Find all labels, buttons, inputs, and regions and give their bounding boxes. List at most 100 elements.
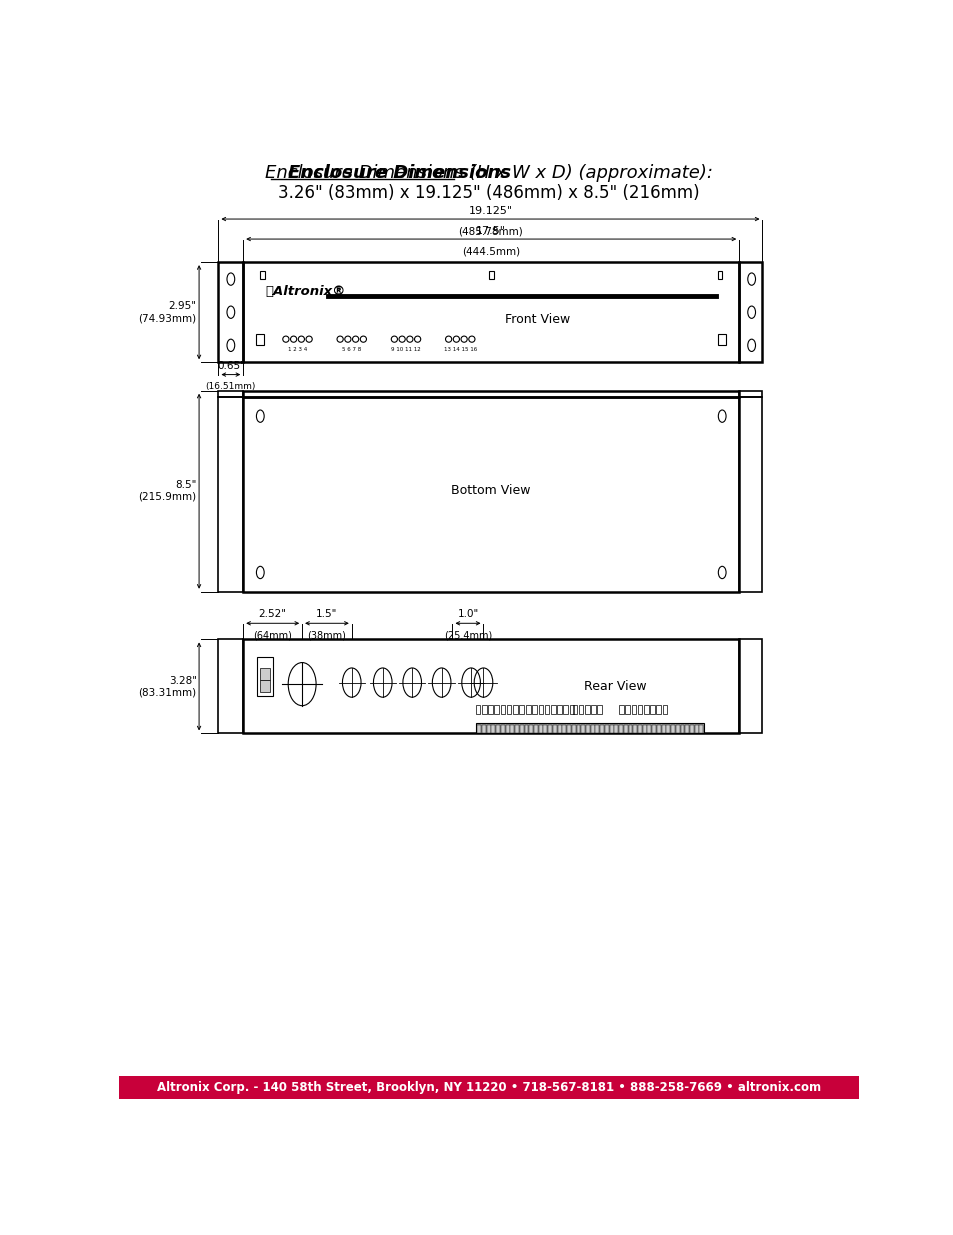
Text: 3.26" (83mm) x 19.125" (486mm) x 8.5" (216mm): 3.26" (83mm) x 19.125" (486mm) x 8.5" (2…: [278, 184, 699, 201]
Bar: [562, 705, 567, 714]
Text: 0.65": 0.65": [216, 361, 245, 370]
Text: 3.28"
(83.31mm): 3.28" (83.31mm): [138, 676, 196, 698]
Bar: [218, 262, 243, 362]
Text: Altronix Corp. - 140 58th Street, Brooklyn, NY 11220 • 718-567-8181 • 888-258-76: Altronix Corp. - 140 58th Street, Brookl…: [156, 1081, 821, 1094]
Bar: [496, 725, 499, 734]
Bar: [550, 705, 555, 714]
Text: 19.125": 19.125": [468, 206, 512, 216]
Text: (485.78mm): (485.78mm): [457, 227, 522, 237]
Bar: [661, 725, 665, 734]
Bar: [500, 705, 505, 714]
Bar: [699, 725, 702, 734]
Bar: [599, 725, 603, 734]
Bar: [657, 725, 660, 734]
Bar: [553, 725, 557, 734]
Bar: [666, 725, 670, 734]
Bar: [652, 725, 656, 734]
Bar: [590, 725, 594, 734]
Text: 13 14 15 16: 13 14 15 16: [443, 347, 476, 352]
Text: Enclosure Dimensions: Enclosure Dimensions: [288, 164, 511, 182]
Bar: [595, 725, 598, 734]
Bar: [505, 725, 509, 734]
Text: Front View: Front View: [504, 314, 570, 326]
Bar: [515, 725, 518, 734]
Text: 8.5"
(215.9mm): 8.5" (215.9mm): [138, 480, 196, 501]
Text: (444.5mm): (444.5mm): [461, 247, 519, 257]
Bar: [243, 396, 739, 592]
Bar: [643, 705, 648, 714]
Text: Enclosure Dimensions (H x W x D) (approximate):: Enclosure Dimensions (H x W x D) (approx…: [265, 164, 712, 182]
Text: (16.51mm): (16.51mm): [206, 382, 255, 390]
Bar: [689, 725, 693, 734]
Bar: [609, 725, 613, 734]
Bar: [718, 333, 725, 345]
Bar: [257, 657, 273, 695]
Bar: [584, 705, 589, 714]
Bar: [243, 262, 739, 362]
Bar: [739, 396, 761, 592]
Bar: [562, 725, 566, 734]
Bar: [548, 725, 552, 734]
Bar: [544, 705, 549, 714]
Bar: [494, 705, 498, 714]
Bar: [679, 725, 683, 734]
Bar: [476, 725, 480, 734]
Bar: [510, 725, 514, 734]
Bar: [500, 725, 504, 734]
Bar: [259, 668, 270, 680]
Bar: [739, 640, 761, 734]
Bar: [614, 725, 618, 734]
Bar: [739, 262, 761, 362]
Bar: [618, 705, 623, 714]
Bar: [243, 390, 739, 396]
Text: 2.95"
(74.93mm): 2.95" (74.93mm): [138, 301, 196, 324]
Text: 9 10 11 12: 9 10 11 12: [391, 347, 420, 352]
Bar: [675, 725, 679, 734]
Bar: [566, 725, 571, 734]
Bar: [637, 705, 641, 714]
Bar: [571, 725, 575, 734]
Bar: [119, 1076, 858, 1099]
Bar: [585, 725, 589, 734]
Bar: [259, 679, 270, 692]
Bar: [486, 725, 490, 734]
Bar: [684, 725, 688, 734]
Bar: [243, 640, 739, 734]
Bar: [578, 705, 583, 714]
Text: 5 6 7 8: 5 6 7 8: [342, 347, 361, 352]
Bar: [476, 705, 480, 714]
Bar: [534, 725, 537, 734]
Bar: [633, 725, 637, 734]
Bar: [537, 705, 542, 714]
Bar: [260, 272, 265, 279]
Bar: [661, 705, 666, 714]
Bar: [558, 725, 561, 734]
Bar: [624, 705, 629, 714]
Bar: [739, 390, 761, 396]
Bar: [481, 705, 486, 714]
Text: 1 2 3 4: 1 2 3 4: [288, 347, 307, 352]
Text: (64mm): (64mm): [253, 630, 292, 640]
Bar: [524, 725, 528, 734]
Bar: [694, 725, 698, 734]
Bar: [491, 725, 495, 734]
Bar: [656, 705, 660, 714]
Bar: [218, 390, 243, 396]
Bar: [597, 705, 601, 714]
Bar: [532, 705, 537, 714]
Text: 1.0": 1.0": [456, 609, 478, 620]
Text: 17.5": 17.5": [476, 226, 506, 236]
Text: 1.5": 1.5": [316, 609, 337, 620]
Bar: [647, 725, 651, 734]
Text: (38mm): (38mm): [307, 630, 346, 640]
Bar: [649, 705, 654, 714]
Bar: [506, 705, 511, 714]
Bar: [623, 725, 627, 734]
Bar: [580, 725, 584, 734]
Bar: [638, 725, 641, 734]
Bar: [631, 705, 636, 714]
Bar: [642, 725, 646, 734]
Bar: [518, 705, 523, 714]
Bar: [488, 272, 493, 279]
Bar: [604, 725, 608, 734]
